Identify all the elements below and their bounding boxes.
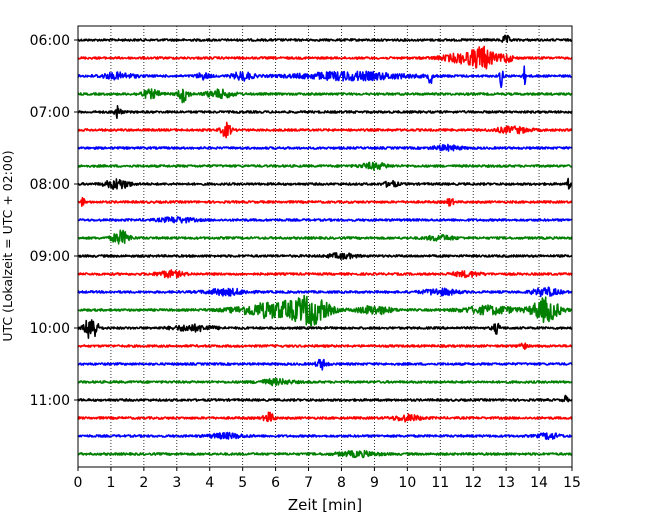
- seismogram-trace: [77, 177, 573, 190]
- trace-group: [77, 34, 573, 459]
- seismogram-trace: [77, 431, 573, 441]
- x-axis-label: Zeit [min]: [288, 496, 362, 514]
- seismogram-trace: [77, 229, 573, 245]
- x-tick-label: 4: [205, 475, 214, 491]
- x-tick-label: 14: [530, 475, 548, 491]
- y-tick-label: 06:00: [30, 33, 70, 49]
- seismogram-trace: [77, 411, 573, 423]
- y-tick-label: 08:00: [30, 177, 70, 193]
- seismogram-trace: [77, 342, 573, 351]
- seismogram-trace: [77, 394, 573, 403]
- x-tick-label: 6: [271, 475, 280, 491]
- y-tick-label: 07:00: [30, 105, 70, 121]
- x-tick-label: 12: [464, 475, 482, 491]
- y-tick-label: 09:00: [30, 249, 70, 265]
- x-tick-label: 8: [337, 475, 346, 491]
- seismogram-trace: [77, 143, 573, 152]
- seismogram-trace: [77, 216, 573, 224]
- seismogram-trace: [77, 358, 573, 371]
- seismogram-trace: [77, 161, 573, 171]
- x-axis-ticks: 0 1 2 3 4 5 6 7 8 9 10 11 12 13 14 15: [74, 467, 581, 491]
- seismogram-trace: [77, 294, 573, 327]
- x-tick-label: 7: [304, 475, 313, 491]
- x-tick-label: 0: [74, 475, 83, 491]
- y-tick-label: 11:00: [30, 393, 70, 409]
- x-tick-label: 9: [370, 475, 379, 491]
- x-tick-label: 3: [172, 475, 181, 491]
- seismogram-trace: [77, 196, 573, 207]
- seismogram-trace: [77, 449, 573, 459]
- x-tick-label: 1: [106, 475, 115, 491]
- plot-frame: [77, 25, 573, 468]
- seismogram-trace: [77, 88, 573, 104]
- seismogram-trace: [77, 252, 573, 261]
- seismogram-trace: [77, 121, 573, 139]
- seismogram-trace: [77, 319, 573, 339]
- seismogram-trace: [77, 34, 573, 44]
- seismogram-trace: [77, 65, 573, 89]
- seismogram-trace: [77, 286, 573, 298]
- x-tick-label: 15: [563, 475, 581, 491]
- seismogram-trace: [77, 45, 573, 70]
- x-tick-label: 2: [139, 475, 148, 491]
- y-axis-ticks: 06:00 07:00 08:00 09:00 10:00 11:00: [30, 33, 78, 409]
- seismogram-trace: [77, 104, 573, 120]
- seismogram-trace: [77, 377, 573, 387]
- y-tick-label: 10:00: [30, 321, 70, 337]
- x-tick-label: 11: [431, 475, 449, 491]
- x-tick-label: 5: [238, 475, 247, 491]
- y-axis-label: UTC (Lokalzeit = UTC + 02:00): [0, 150, 15, 341]
- x-tick-label: 10: [398, 475, 416, 491]
- seismogram-trace: [77, 269, 573, 279]
- x-tick-label: 13: [497, 475, 515, 491]
